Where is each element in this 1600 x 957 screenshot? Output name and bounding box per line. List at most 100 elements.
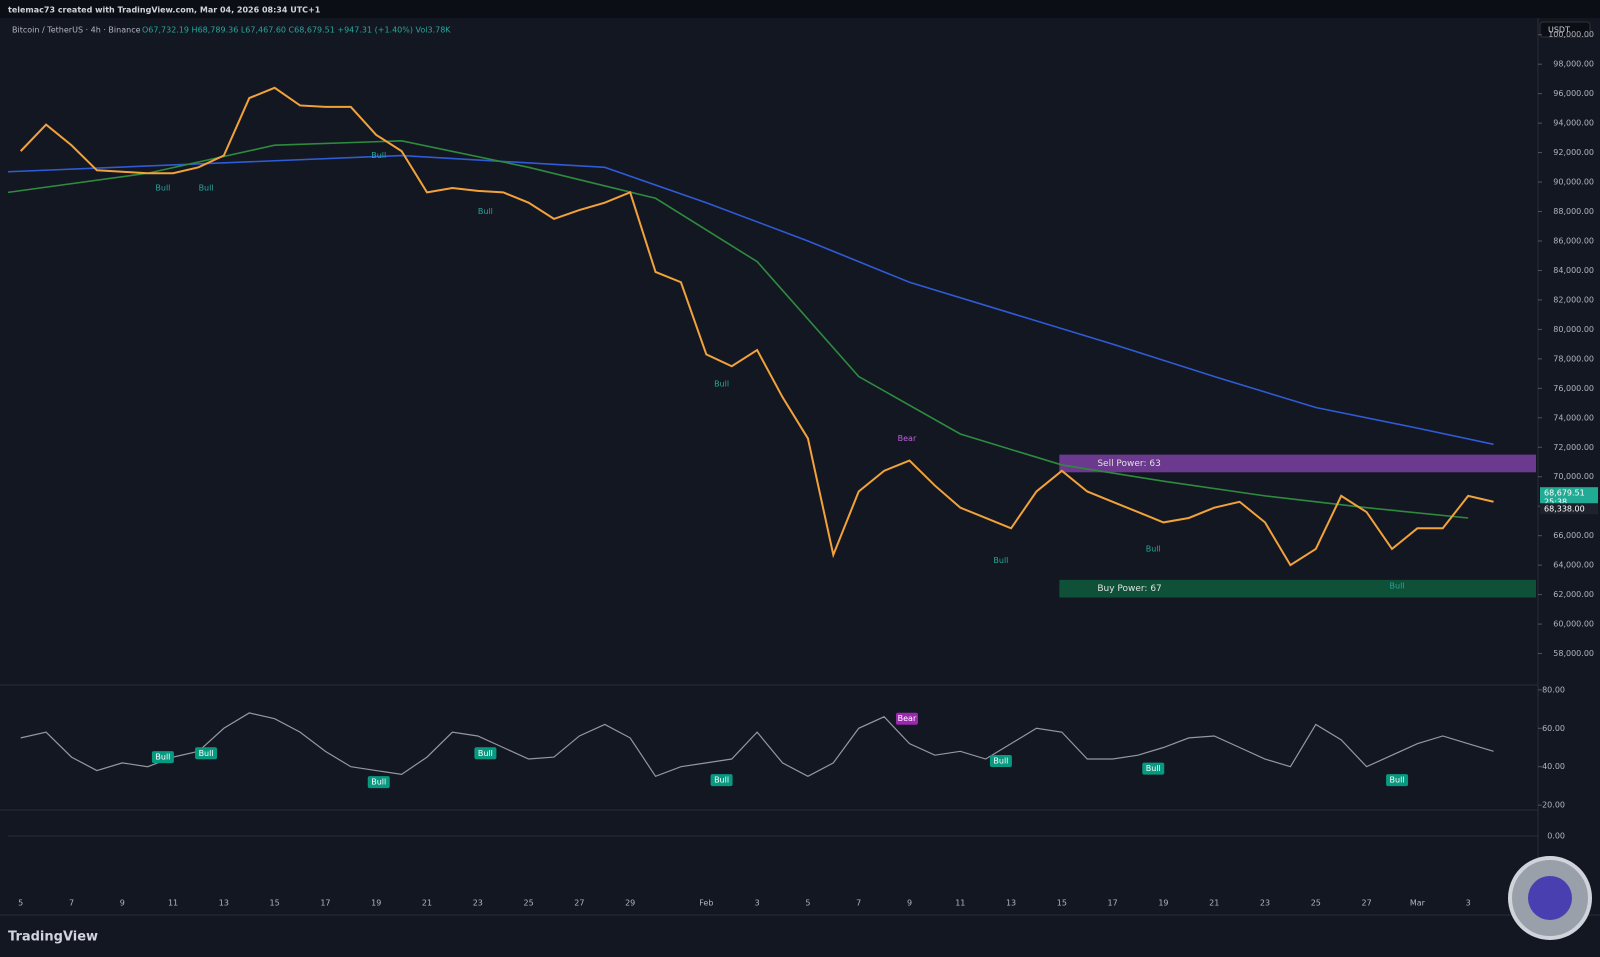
y-tick-label: 88,000.00 [1553, 207, 1594, 216]
annotation: Bull [1146, 544, 1161, 553]
badge-core [1528, 876, 1572, 920]
y-tick-label: 96,000.00 [1553, 89, 1594, 98]
y-tick-label: 80,000.00 [1553, 325, 1594, 334]
rsi-label-box [710, 774, 733, 787]
x-tick-label: 19 [371, 899, 381, 908]
x-tick-label: 13 [219, 899, 229, 908]
annotation: Bull [155, 183, 170, 192]
rsi-label: Bull [199, 749, 214, 758]
rsi-label: Bull [714, 776, 729, 785]
zone-label: Buy Power: 67 [1097, 584, 1161, 594]
series-line [20, 712, 1494, 778]
series-line [19, 86, 1494, 567]
x-tick-label: 9 [907, 899, 912, 908]
attribution: telemac73 created with TradingView.com, … [8, 6, 321, 15]
y-tick-label: 78,000.00 [1553, 354, 1594, 363]
x-tick-label: 23 [473, 899, 483, 908]
x-tick-label: 5 [18, 899, 23, 908]
macd-tick-label: 0.00 [1547, 832, 1565, 841]
currency-box[interactable] [1539, 21, 1591, 38]
rsi-label-box [1142, 762, 1165, 775]
y-tick-label: 76,000.00 [1553, 384, 1594, 393]
y-tick-label: 84,000.00 [1553, 266, 1594, 275]
annotation: Bull [478, 207, 493, 216]
x-tick-label: 7 [856, 899, 861, 908]
y-tick-label: 98,000.00 [1553, 60, 1594, 69]
y-tick-label: 92,000.00 [1553, 148, 1594, 157]
x-tick-label: Mar [1410, 899, 1426, 908]
y-tick-label: 58,000.00 [1553, 649, 1594, 658]
rsi-label-box [195, 747, 218, 760]
rsi-label-box [895, 712, 918, 725]
annotation: Bull [371, 151, 386, 160]
y-tick-label: 66,000.00 [1553, 531, 1594, 540]
y-tick-label: 100,000.00 [1548, 30, 1594, 39]
x-tick-label: 23 [1260, 899, 1270, 908]
x-tick-label: 29 [625, 899, 635, 908]
y-tick-label: 70,000.00 [1553, 472, 1594, 481]
x-tick-label: 3 [755, 899, 760, 908]
x-tick-label: 21 [422, 899, 432, 908]
annotation: Bull [993, 556, 1008, 565]
x-tick-label: 25 [1311, 899, 1321, 908]
x-tick-label: 9 [120, 899, 125, 908]
currency: USDT [1548, 26, 1570, 35]
rsi-label: Bull [993, 756, 1008, 765]
annotation: Bull [714, 379, 729, 388]
x-tick-label: 7 [69, 899, 74, 908]
rsi-tick-label: 60.00 [1542, 724, 1565, 733]
rsi-label-box [151, 751, 174, 764]
series-line [7, 154, 1494, 446]
y-tick-label: 60,000.00 [1553, 620, 1594, 629]
rsi-label-box [989, 754, 1012, 767]
x-tick-label: 27 [574, 899, 584, 908]
ohlc: O67,732.19 H68,789.36 L67,467.60 C68,679… [142, 26, 451, 35]
x-tick-label: 5 [805, 899, 810, 908]
x-tick-label: 13 [1006, 899, 1016, 908]
rsi-tick-label: 80.00 [1542, 685, 1565, 694]
logo: TradingView [8, 930, 98, 945]
x-tick-label: Feb [699, 899, 713, 908]
y-tick-label: 82,000.00 [1553, 295, 1594, 304]
last-price-box [1540, 487, 1598, 508]
rsi-tick-label: 20.00 [1542, 801, 1565, 810]
y-tick-label: 86,000.00 [1553, 237, 1594, 246]
rsi-label-box [367, 776, 390, 789]
x-tick-label: 19 [1158, 899, 1168, 908]
y-tick-label: 74,000.00 [1553, 413, 1594, 422]
rsi-label: Bull [371, 778, 386, 787]
ref-price-box [1540, 503, 1598, 515]
top-bar [0, 0, 1600, 18]
zone [1059, 579, 1536, 598]
y-tick-label: 94,000.00 [1553, 119, 1594, 128]
rsi-label: Bull [478, 749, 493, 758]
x-tick-label: 25 [523, 899, 533, 908]
x-tick-label: 11 [955, 899, 965, 908]
symbol: Bitcoin / TetherUS · 4h · Binance [12, 26, 141, 35]
rsi-label-box [474, 747, 497, 760]
countdown: 25:38 [1544, 498, 1567, 507]
rsi-tick-label: 40.00 [1542, 762, 1565, 771]
x-tick-label: 11 [168, 899, 178, 908]
rsi-label: Bull [1390, 776, 1405, 785]
rsi-label-box [1386, 774, 1409, 787]
last-price: 68,679.51 [1544, 489, 1585, 498]
x-tick-label: 3 [1466, 899, 1471, 908]
x-tick-label: 15 [1057, 899, 1067, 908]
rsi-label: Bear [898, 714, 917, 723]
ref-price: 68,338.00 [1544, 505, 1585, 514]
y-tick-label: 62,000.00 [1553, 590, 1594, 599]
logo-text: TradingView [8, 930, 98, 945]
x-tick-label: 15 [270, 899, 280, 908]
rsi-label: Bull [155, 753, 170, 762]
x-tick-label: 17 [1108, 899, 1118, 908]
series-line [7, 140, 1469, 519]
x-tick-label: 27 [1361, 899, 1371, 908]
zone [1059, 454, 1536, 473]
y-tick-label: 90,000.00 [1553, 178, 1594, 187]
x-tick-label: 17 [320, 899, 330, 908]
annotation: Bear [898, 434, 917, 443]
x-tick-label: 21 [1209, 899, 1219, 908]
